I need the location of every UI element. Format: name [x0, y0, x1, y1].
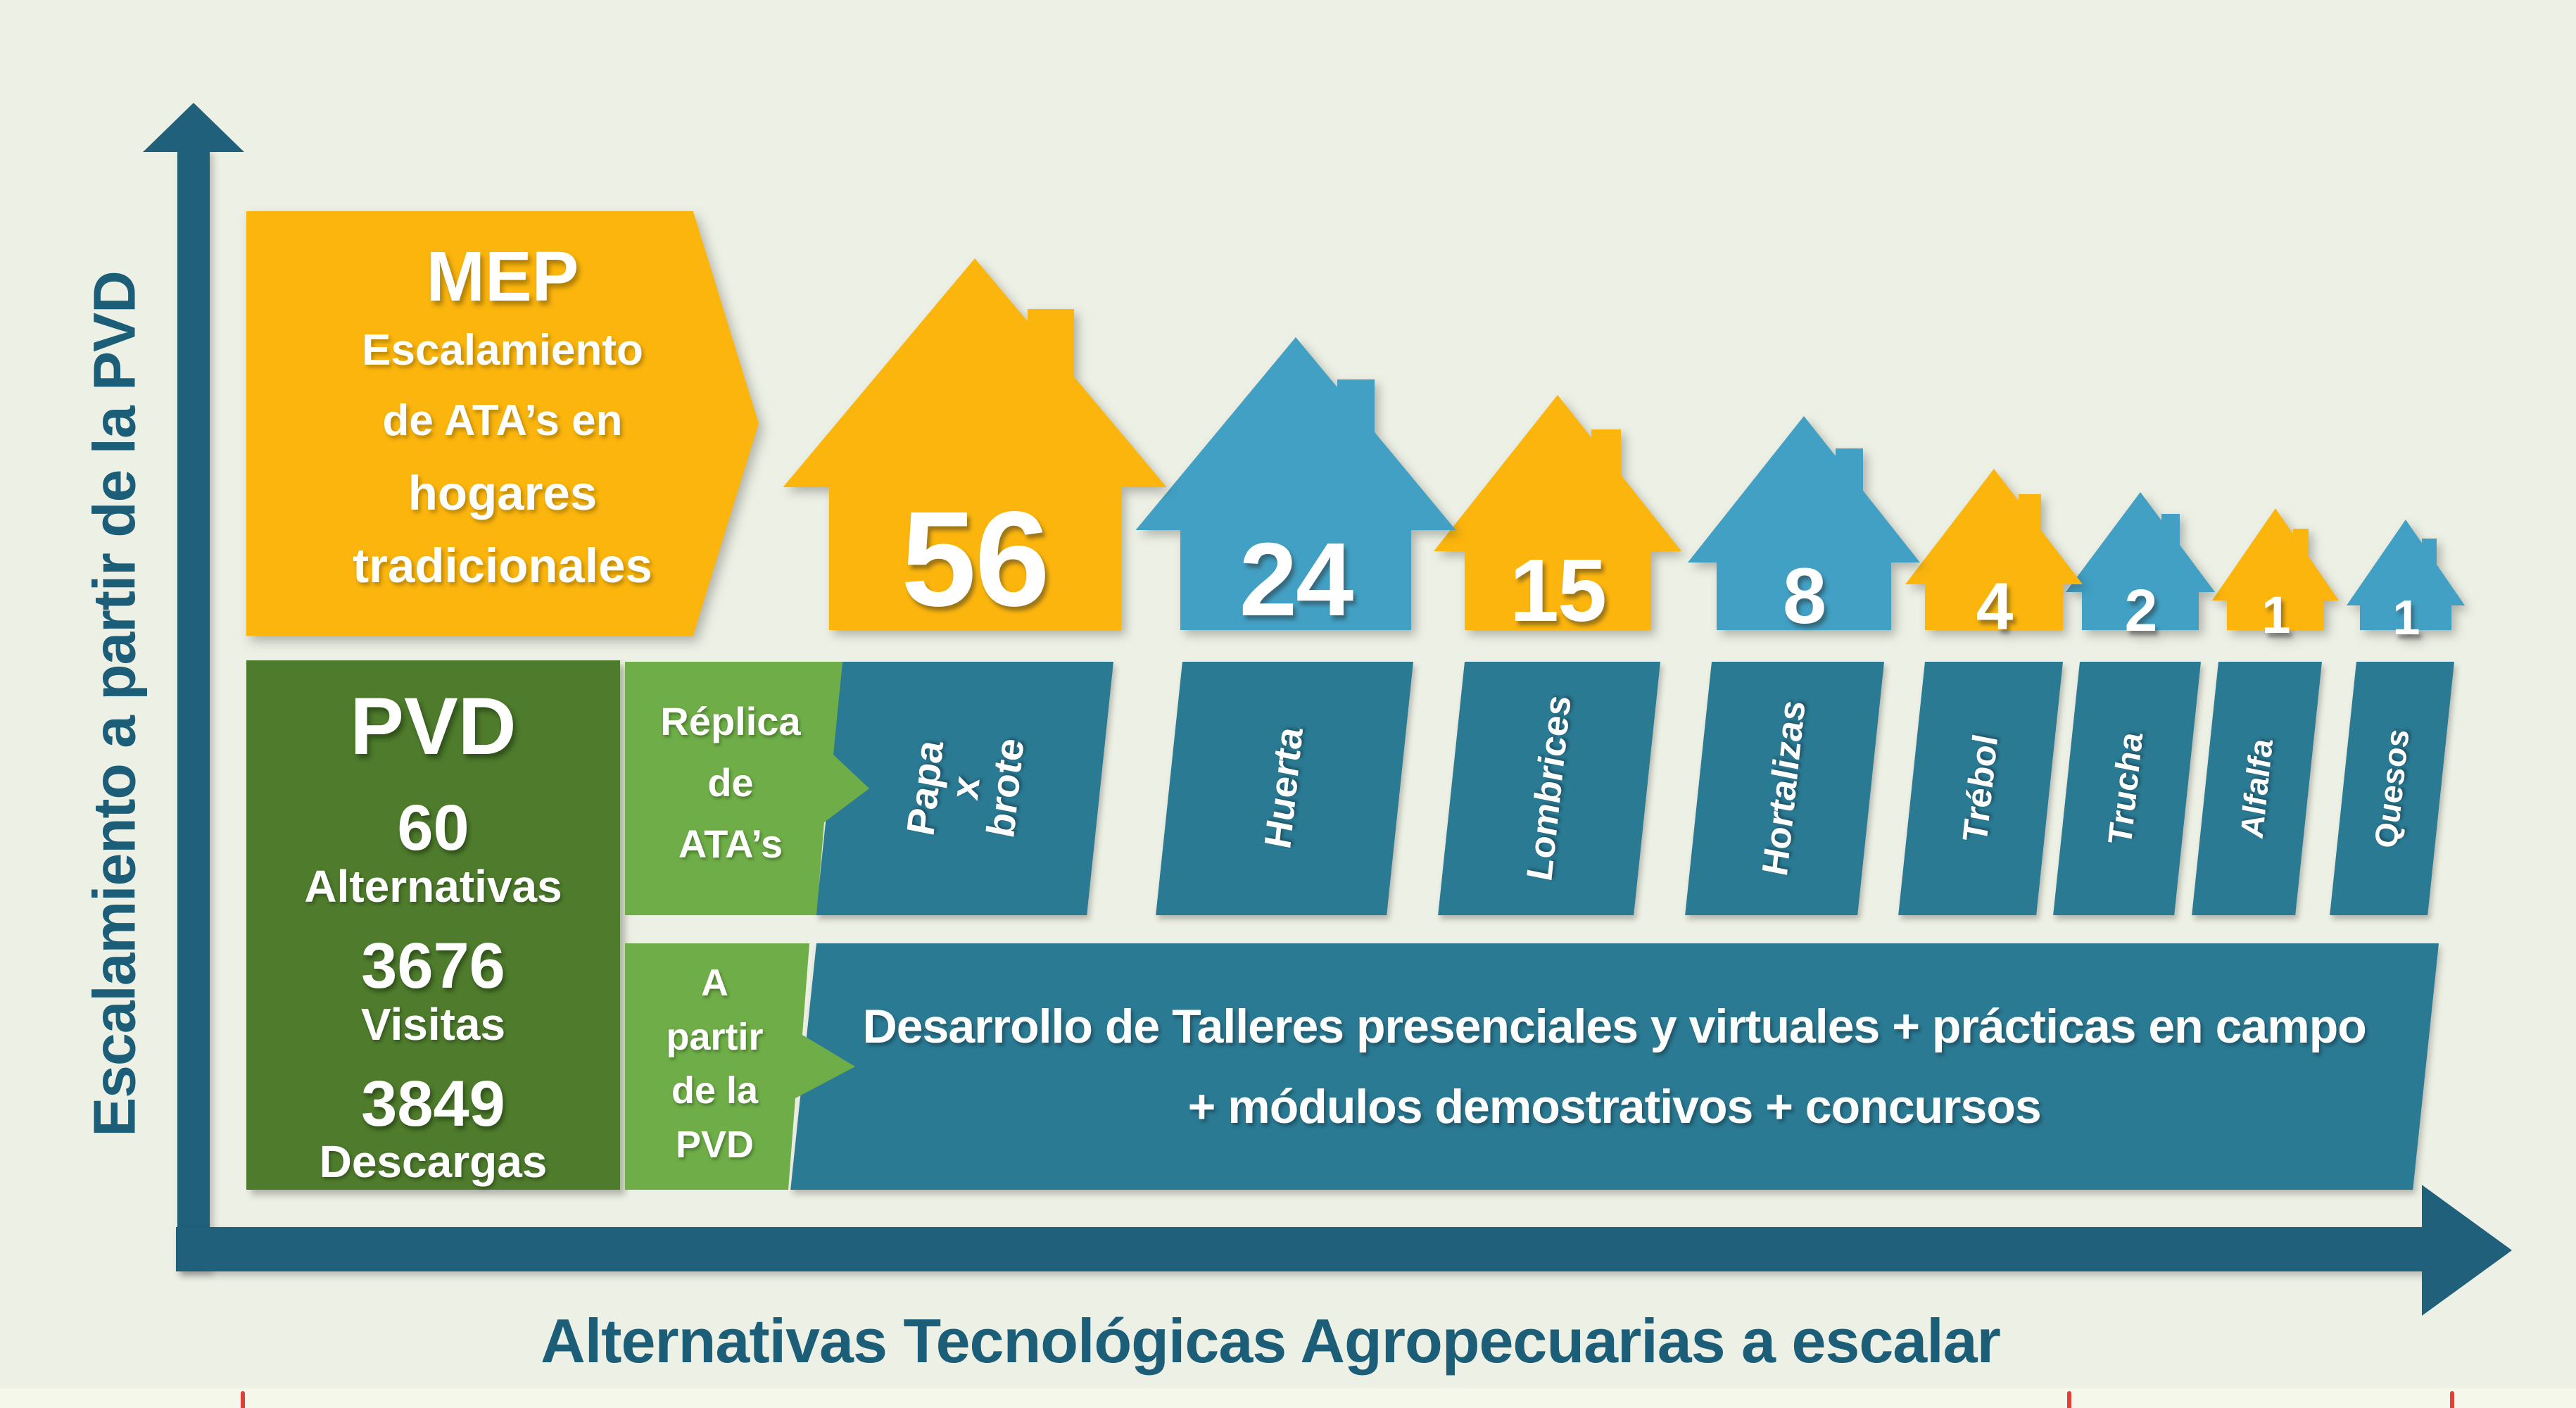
category-alfalfa: Alfalfa [2192, 662, 2322, 915]
roof-icon [1905, 469, 2083, 584]
replica-line: de [707, 760, 754, 805]
house-body: 2 [2082, 577, 2199, 643]
pvd-stat-value: 60 [397, 792, 469, 865]
house-value: 15 [1509, 541, 1607, 640]
category-label: Hortalizas [1755, 700, 1814, 876]
house-value: 56 [901, 482, 1050, 634]
house-8: 8 [1688, 416, 1920, 640]
a-partir-line: partir [666, 1015, 764, 1058]
mep-subtitle-line: tradicionales [353, 539, 652, 593]
mep-subtitle-line: hogares [408, 465, 598, 520]
y-axis-shaft [177, 149, 210, 1271]
talleres-banner: Desarrollo de Talleres presenciales y vi… [790, 943, 2439, 1190]
mep-arrow-shape: MEP Escalamiento de ATA’s en hogares tradic… [246, 211, 759, 636]
pvd-stats: 60 Alternativas 3676 Visitas 3849 Descargas [304, 773, 562, 1186]
house-24: 24 [1135, 337, 1456, 638]
replica-line: ATA’s [678, 821, 783, 866]
house-body: 1 [2227, 586, 2324, 644]
red-tick [2067, 1391, 2071, 1408]
house-1: 1 [2347, 520, 2465, 645]
house-2: 2 [2066, 492, 2215, 643]
house-value: 4 [1976, 569, 2014, 644]
roof-icon [1688, 416, 1920, 562]
category-label: Alfalfa [2233, 738, 2280, 838]
x-axis-shaft [176, 1227, 2425, 1271]
house-4: 4 [1905, 469, 2083, 644]
category-hortalizas: Hortalizas [1685, 662, 1884, 915]
mep-subtitle-line: de ATA’s en [382, 396, 623, 446]
house-15: 15 [1434, 395, 1681, 640]
a-partir-line: de la [671, 1069, 759, 1112]
replica-line: Réplica [660, 699, 801, 743]
category-label: Papa x brote [897, 738, 1033, 838]
y-axis-arrowhead-icon [143, 103, 244, 152]
x-axis-arrowhead-icon [2422, 1185, 2512, 1316]
category-huerta: Huerta [1156, 662, 1413, 915]
house-value: 24 [1239, 521, 1354, 638]
house-56: 56 [783, 258, 1167, 634]
mep-subtitle: Escalamiento de ATA’s en hogares tradiciona… [279, 315, 726, 603]
banner-text: Desarrollo de Talleres presenciales y vi… [863, 986, 2366, 1147]
house-value: 1 [2392, 590, 2420, 645]
category-label: Trucha [2102, 732, 2151, 845]
category-quesos: Quesos [2330, 662, 2454, 915]
category-label: Lombrices [1518, 696, 1579, 881]
slide-bottom-strip [0, 1388, 2576, 1408]
house-body: 8 [1717, 552, 1891, 640]
pvd-stat-label: Descargas [319, 1136, 548, 1188]
house-body: 1 [2360, 590, 2451, 645]
x-axis-label: Alternativas Tecnológicas Agropecuarias … [541, 1306, 2001, 1376]
a-partir-line: PVD [675, 1124, 755, 1167]
mep-arrow: MEP Escalamiento de ATA’s en hogares tradic… [246, 211, 759, 636]
replica-text: Réplica de ATA’s [625, 691, 836, 874]
category-lombrices: Lombrices [1438, 662, 1660, 915]
pvd-stat-value: 3676 [361, 929, 505, 1002]
banner-line-1: Desarrollo de Talleres presenciales y vi… [862, 999, 2367, 1053]
category-label: Huerta [1256, 728, 1312, 849]
category-label: Trébol [1955, 735, 2006, 842]
category-trebol: Trébol [1898, 662, 2063, 915]
category-label: Quesos [2367, 729, 2417, 848]
roof-icon [1135, 337, 1456, 530]
house-body: 24 [1180, 522, 1411, 638]
category-trucha: Trucha [2053, 662, 2201, 915]
roof-icon [1434, 395, 1681, 551]
pvd-box: PVD 60 Alternativas 3676 Visitas 3849 Descarg… [246, 660, 620, 1190]
pvd-stat-label: Alternativas [304, 860, 562, 912]
pvd-stat-value: 3849 [361, 1067, 505, 1140]
mep-title: MEP [426, 237, 579, 316]
pvd-stat-label: Visitas [360, 998, 506, 1050]
house-1: 1 [2212, 508, 2339, 644]
banner-line-2: + módulos demostrativos + concursos [1188, 1080, 2042, 1133]
house-value: 1 [2261, 586, 2290, 644]
mep-subtitle-line: Escalamiento [362, 326, 643, 375]
y-axis-label: Escalamiento a partir de la PVD [81, 271, 148, 1137]
house-body: 4 [1925, 570, 2063, 644]
house-value: 2 [2124, 577, 2158, 643]
pvd-title: PVD [350, 681, 517, 772]
house-body: 56 [828, 483, 1121, 634]
house-body: 15 [1464, 541, 1651, 640]
red-tick [2450, 1391, 2454, 1408]
red-tick [241, 1391, 245, 1408]
roof-icon [783, 258, 1167, 487]
house-value: 8 [1782, 552, 1826, 640]
a-partir-line: A [701, 962, 728, 1004]
